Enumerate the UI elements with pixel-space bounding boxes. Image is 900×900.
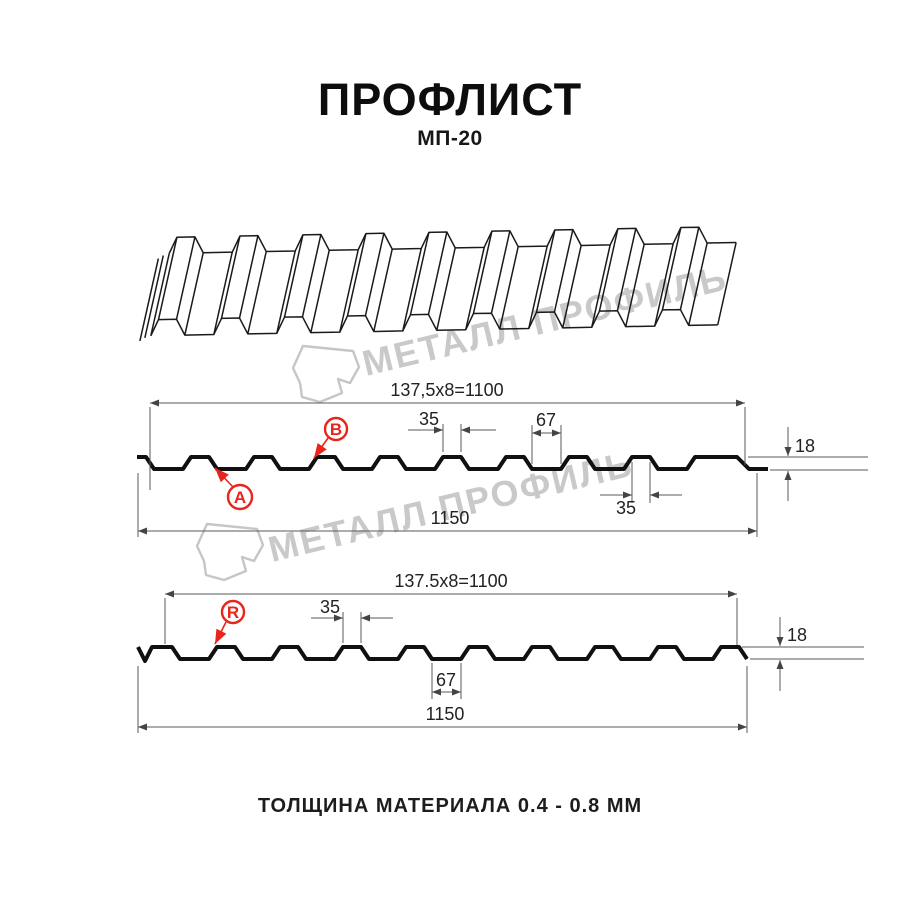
dim-height-18-r: 18 — [742, 617, 864, 691]
dim-valley-67-a: 67 — [531, 410, 562, 464]
label-r-badge: R — [214, 599, 246, 645]
dim-valley-67-r: 67 — [431, 663, 462, 699]
dim-text-coverage-a: 137,5x8=1100 — [390, 380, 503, 400]
metal-profil-logo-icon — [195, 522, 265, 582]
label-r-letter: R — [227, 603, 239, 622]
dim-rib-top-35-a: 35 — [408, 409, 496, 452]
dim-text-rib-bottom-a: 35 — [616, 498, 636, 518]
cross-section-a: 137,5x8=1100 35 67 18 — [137, 380, 868, 537]
dim-coverage-width-a: 137,5x8=1100 — [149, 380, 746, 490]
dim-height-18-a: 18 — [748, 427, 868, 501]
dim-text-coverage-r: 137.5x8=1100 — [394, 571, 507, 591]
label-a-letter: A — [234, 488, 246, 507]
dim-text-rib-top-r: 35 — [320, 597, 340, 617]
model-name: МП-20 — [417, 127, 483, 150]
sheet-3d-back-edge — [168, 226, 737, 254]
label-b-letter: B — [330, 420, 342, 439]
dim-text-rib-top-a: 35 — [419, 409, 439, 429]
metal-profil-logo-icon — [291, 344, 361, 404]
cross-section-r: 137.5x8=1100 35 67 18 — [136, 571, 864, 733]
dim-rib-top-35-bottom-a: 35 — [600, 462, 682, 518]
dim-text-total-a: 1150 — [431, 508, 470, 528]
page-title: ПРОФЛИСТ — [317, 74, 583, 125]
material-thickness-note: ТОЛЩИНА МАТЕРИАЛА 0.4 - 0.8 ММ — [257, 795, 643, 817]
sheet-3d-cut-edge — [139, 255, 165, 342]
sheet-3d-rib-lines — [150, 227, 737, 336]
dim-text-total-r: 1150 — [426, 704, 465, 724]
profile-r-path — [136, 645, 749, 663]
dim-text-height-a: 18 — [795, 436, 815, 456]
dim-total-width-a: 1150 — [137, 473, 758, 537]
dim-text-valley-a: 67 — [536, 410, 556, 430]
watermark-text: МЕТАЛЛ ПРОФИЛЬ — [264, 443, 637, 570]
sheet-3d — [139, 226, 737, 342]
label-a-badge: A — [214, 467, 254, 511]
dim-rib-top-35-r: 35 — [311, 597, 393, 643]
label-b-badge: B — [313, 416, 349, 459]
dim-text-height-r: 18 — [787, 625, 807, 645]
profile-a-path — [137, 455, 768, 471]
dim-total-width-r: 1150 — [137, 666, 748, 733]
dim-text-valley-r: 67 — [436, 670, 456, 690]
dim-coverage-width-r: 137.5x8=1100 — [164, 571, 738, 645]
